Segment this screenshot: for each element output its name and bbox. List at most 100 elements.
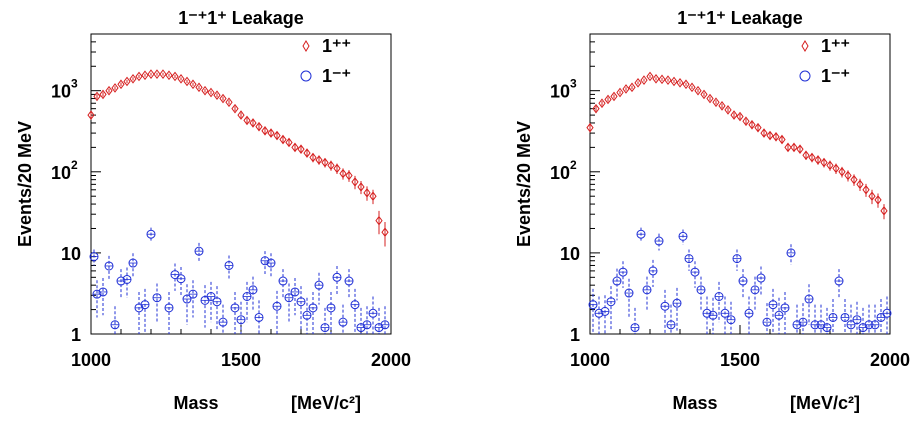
chart-title: 1⁻⁺1⁺ Leakage	[178, 8, 304, 28]
y-tick-exponent: 2	[570, 158, 577, 172]
x-tick-label: 1000	[570, 350, 610, 370]
data-point-diamond	[183, 76, 191, 87]
data-point-diamond	[856, 179, 864, 190]
data-point-diamond	[333, 163, 341, 174]
x-tick-label: 1500	[720, 350, 760, 370]
data-point-diamond	[117, 79, 125, 90]
data-point-diamond	[766, 130, 774, 141]
data-point-diamond	[237, 110, 245, 120]
data-point-diamond	[249, 118, 257, 128]
data-point-diamond	[111, 83, 119, 93]
data-point-diamond	[93, 91, 101, 102]
data-point-diamond	[670, 76, 678, 87]
data-point-diamond	[802, 150, 810, 161]
data-point-diamond	[327, 160, 335, 171]
data-point-diamond	[778, 134, 786, 145]
chart-panel-left: 1⁻⁺1⁺ Leakage Events/20 MeV Mass [MeV/c²] 10…	[15, 8, 411, 413]
x-tick-label: 1500	[221, 350, 261, 370]
data-point-diamond	[189, 79, 197, 90]
data-point-diamond	[598, 98, 606, 109]
data-point-diamond	[225, 97, 233, 108]
legend-label: 1⁺⁺	[322, 36, 351, 56]
data-point-diamond	[141, 70, 149, 81]
data-point-diamond	[171, 71, 179, 82]
y-tick-label: 10	[51, 163, 71, 183]
y-tick-label: 10	[560, 244, 580, 264]
data-point-diamond	[742, 116, 750, 127]
legend-marker-diamond	[302, 40, 310, 52]
data-point-diamond	[760, 128, 768, 138]
legend-marker-circle	[300, 70, 312, 82]
data-point-diamond	[790, 142, 798, 153]
data-point-diamond	[772, 131, 780, 142]
legend-marker-circle	[799, 70, 811, 82]
data-point-diamond	[838, 166, 846, 177]
x-tick-label: 2000	[870, 350, 910, 370]
legend-marker-diamond	[801, 40, 809, 52]
data-point-diamond	[820, 157, 828, 168]
x-axis-unit: [MeV/c²]	[291, 393, 361, 413]
data-point-diamond	[622, 84, 630, 94]
legend: 1⁺⁺ 1⁻⁺	[300, 36, 351, 86]
data-point-diamond	[309, 152, 317, 163]
data-point-diamond	[147, 69, 155, 79]
data-point-diamond	[850, 174, 858, 185]
data-point-diamond	[706, 93, 714, 104]
y-tick-exponent: 2	[71, 158, 78, 172]
data-point-diamond	[592, 103, 600, 114]
data-point-diamond	[718, 101, 726, 111]
data-point-diamond	[381, 227, 389, 238]
y-tick-exponent: 3	[570, 77, 577, 91]
data-point-diamond	[99, 89, 107, 100]
data-point-diamond	[363, 188, 371, 198]
y-tick-label: 10	[550, 163, 570, 183]
data-point-diamond	[135, 71, 143, 82]
legend: 1⁺⁺ 1⁻⁺	[799, 36, 850, 86]
data-point-diamond	[297, 144, 305, 155]
data-point-diamond	[586, 122, 594, 133]
data-point-diamond	[351, 177, 359, 187]
data-point-diamond	[640, 75, 648, 85]
data-point-diamond	[123, 76, 131, 87]
legend-label: 1⁻⁺	[322, 66, 351, 86]
data-point-diamond	[862, 184, 870, 195]
data-point-diamond	[243, 115, 251, 126]
data-point-diamond	[213, 90, 221, 101]
data-point-diamond	[724, 105, 732, 115]
data-point-diamond	[712, 97, 720, 108]
data-point-diamond	[339, 168, 347, 179]
y-tick-label: 10	[51, 82, 71, 102]
data-point-diamond	[610, 91, 618, 102]
data-point-diamond	[369, 191, 377, 202]
data-point-diamond	[688, 82, 696, 93]
data-point-diamond	[345, 170, 353, 181]
data-point-diamond	[255, 121, 263, 132]
data-point-diamond	[321, 157, 329, 168]
data-point-diamond	[357, 182, 365, 192]
data-point-diamond	[844, 170, 852, 181]
data-point-diamond	[153, 69, 161, 79]
data-point-diamond	[195, 82, 203, 93]
data-point-diamond	[315, 155, 323, 165]
data-point-diamond	[634, 77, 642, 88]
y-tick-exponent: 3	[71, 77, 78, 91]
data-point-diamond	[159, 69, 167, 79]
y-tick-label: 10	[550, 82, 570, 102]
data-point-diamond	[664, 75, 672, 85]
data-point-diamond	[880, 206, 888, 216]
y-axis-label: Events/20 MeV	[514, 121, 534, 247]
data-point-diamond	[652, 74, 660, 84]
data-point-diamond	[700, 89, 708, 100]
data-point-diamond	[375, 215, 383, 226]
y-tick-label: 10	[61, 244, 81, 264]
series-one-plus-plus	[586, 71, 888, 220]
data-point-diamond	[754, 122, 762, 133]
data-point-diamond	[676, 77, 684, 88]
data-point-diamond	[868, 191, 876, 202]
y-tick-label: 1	[71, 325, 81, 345]
data-point-diamond	[201, 85, 209, 96]
series-one-plus-plus	[87, 69, 389, 247]
data-point-diamond	[219, 93, 227, 104]
data-point-diamond	[814, 155, 822, 165]
